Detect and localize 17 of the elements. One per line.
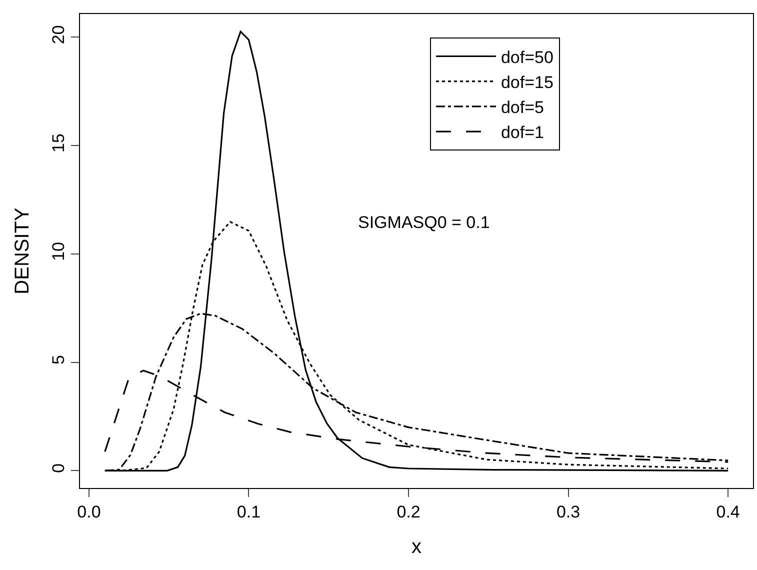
legend-label: dof=15 [500, 72, 554, 92]
y-tick-label: 10 [49, 242, 68, 261]
x-tick-label: 0.3 [556, 502, 580, 522]
y-tick-label: 0 [49, 463, 68, 473]
x-tick-label: 0.0 [77, 502, 101, 522]
x-tick-label: 0.4 [716, 502, 740, 522]
y-tick-label: 20 [49, 25, 68, 44]
y-tick-label: 15 [49, 134, 68, 152]
x-tick-label: 0.2 [396, 502, 420, 522]
annotation: SIGMASQ0 = 0.1 [358, 213, 490, 232]
legend-label: dof=50 [500, 48, 554, 67]
legend-label: dof=5 [500, 98, 544, 118]
legend-label: dof=1 [500, 123, 544, 142]
y-axis-title: DENSITY [12, 208, 34, 294]
x-tick-label: 0.1 [236, 502, 261, 522]
x-axis-title: x [412, 536, 422, 558]
y-tick-label: 5 [49, 355, 68, 364]
